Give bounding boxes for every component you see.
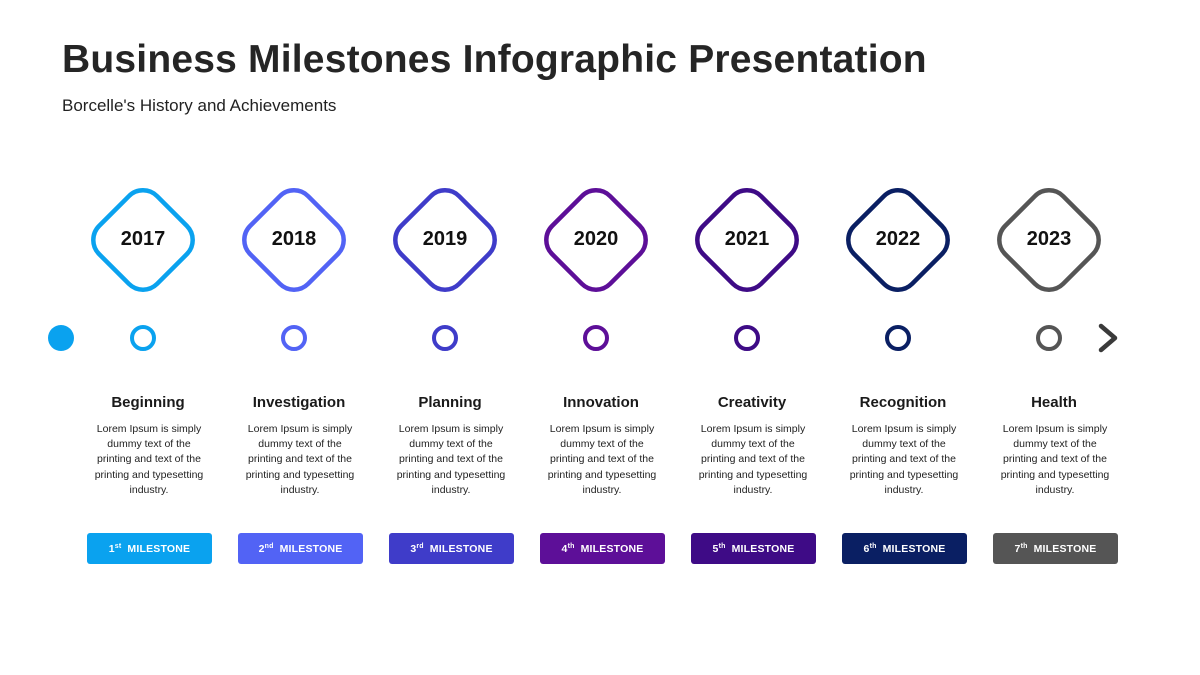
timeline-node	[885, 325, 911, 351]
timeline-node	[130, 325, 156, 351]
milestone-description: Lorem Ipsum is simply dummy text of the …	[698, 423, 808, 496]
milestone-description: Lorem Ipsum is simply dummy text of the …	[245, 423, 355, 496]
timeline-node	[1036, 325, 1062, 351]
milestone-badge: 2nd MILESTONE	[238, 533, 363, 564]
badge-ordinal-suffix: th	[718, 542, 726, 550]
badge-label: MILESTONE	[580, 542, 644, 555]
milestone-year: 2023	[1026, 228, 1072, 250]
badge-label: MILESTONE	[429, 542, 493, 555]
milestone-diamond	[846, 188, 950, 292]
badge-ordinal-suffix: th	[869, 542, 877, 550]
timeline-node	[432, 325, 458, 351]
milestone-title: Planning	[418, 394, 482, 411]
milestone-badge: 1st MILESTONE	[87, 533, 212, 564]
milestone-diamond	[393, 188, 497, 292]
badge-ordinal-suffix: th	[567, 542, 575, 550]
badge-number: 5	[712, 542, 719, 555]
timeline-node	[734, 325, 760, 351]
milestone-title: Creativity	[717, 394, 787, 411]
milestone-badge: 5th MILESTONE	[691, 533, 816, 564]
badge-label: MILESTONE	[279, 542, 343, 555]
timeline-node	[281, 325, 307, 351]
milestone-badge: 6th MILESTONE	[842, 533, 967, 564]
badge-ordinal-suffix: nd	[264, 542, 274, 550]
badge-ordinal-suffix: rd	[416, 542, 424, 550]
badge-number: 2	[258, 542, 265, 555]
milestone-diamond	[242, 188, 346, 292]
badge-label: MILESTONE	[127, 542, 191, 555]
milestone-year: 2021	[724, 228, 770, 250]
page-title: Business Milestones Infographic Presenta…	[62, 38, 927, 81]
milestone-description: Lorem Ipsum is simply dummy text of the …	[94, 423, 204, 496]
milestone-description: Lorem Ipsum is simply dummy text of the …	[1000, 423, 1110, 496]
milestone-title: Health	[1031, 394, 1077, 411]
milestone-title: Innovation	[563, 394, 639, 411]
milestone-year: 2022	[875, 228, 921, 250]
milestone-description: Lorem Ipsum is simply dummy text of the …	[396, 423, 506, 496]
milestone-year: 2019	[422, 228, 468, 250]
badge-ordinal-suffix: th	[1020, 542, 1028, 550]
milestone-diamond	[695, 188, 799, 292]
badge-number: 1	[108, 542, 115, 555]
badge-number: 6	[863, 542, 870, 555]
badge-label: MILESTONE	[882, 542, 946, 555]
badge-label: MILESTONE	[731, 542, 795, 555]
badge-number: 7	[1014, 542, 1021, 555]
milestone-title: Investigation	[252, 394, 346, 411]
timeline-start-dot	[48, 325, 74, 351]
milestone-diamond	[91, 188, 195, 292]
page-subtitle: Borcelle's History and Achievements	[62, 96, 337, 115]
milestone-title: Recognition	[859, 394, 947, 411]
milestone-diamond	[997, 188, 1101, 292]
milestone-description: Lorem Ipsum is simply dummy text of the …	[547, 423, 657, 496]
milestone-year: 2017	[120, 228, 166, 250]
badge-label: MILESTONE	[1033, 542, 1097, 555]
badge-number: 3	[410, 542, 417, 555]
timeline-arrow-head	[1098, 323, 1118, 353]
milestone-badge: 3rd MILESTONE	[389, 533, 514, 564]
timeline-node	[583, 325, 609, 351]
badge-ordinal-suffix: st	[114, 542, 122, 550]
milestone-year: 2020	[573, 228, 619, 250]
milestone-title: Beginning	[111, 394, 185, 411]
milestone-description: Lorem Ipsum is simply dummy text of the …	[849, 423, 959, 496]
milestone-badge: 4th MILESTONE	[540, 533, 665, 564]
milestone-diamond	[544, 188, 648, 292]
milestone-year: 2018	[271, 228, 317, 250]
milestone-badge: 7th MILESTONE	[993, 533, 1118, 564]
badge-number: 4	[561, 542, 568, 555]
